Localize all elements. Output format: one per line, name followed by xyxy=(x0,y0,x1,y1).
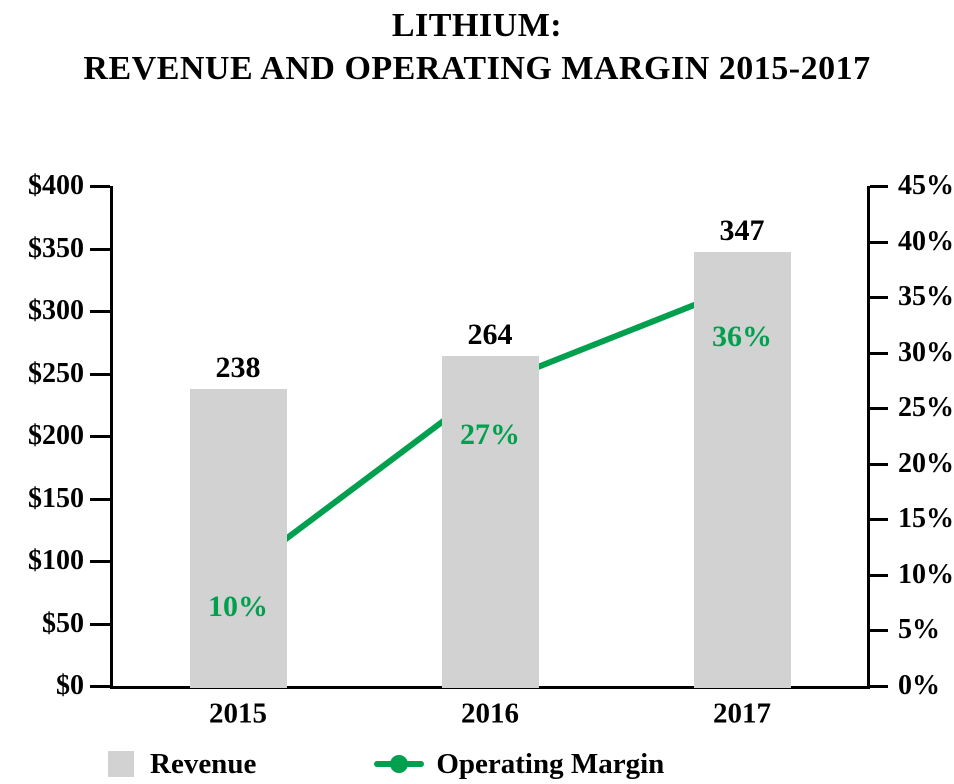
right-axis-tick-label: 30% xyxy=(898,336,954,368)
operating-margin-label: 36% xyxy=(712,320,772,353)
operating-margin-label: 27% xyxy=(460,418,520,451)
right-axis-tick xyxy=(870,685,888,688)
operating-margin-label: 10% xyxy=(208,589,268,623)
left-axis-tick-label: $0 xyxy=(56,670,84,701)
right-axis-tick-label: 45% xyxy=(898,170,954,201)
x-axis-category-label: 2017 xyxy=(713,697,771,730)
left-axis-tick-label: $100 xyxy=(28,545,84,576)
revenue-bar xyxy=(441,356,539,688)
left-axis-tick xyxy=(90,247,110,251)
left-axis-line xyxy=(110,186,113,689)
right-axis-tick xyxy=(870,573,888,577)
left-axis-tick-label: $350 xyxy=(28,232,84,264)
right-axis-tick-label: 0% xyxy=(898,670,940,701)
right-axis-tick-label: 25% xyxy=(898,392,954,424)
left-axis-tick xyxy=(90,372,110,376)
x-axis-category-label: 2015 xyxy=(209,697,267,730)
revenue-legend-swatch xyxy=(108,751,134,777)
left-axis-tick xyxy=(90,310,110,313)
left-axis-tick-label: $50 xyxy=(42,607,84,639)
right-axis-tick xyxy=(870,240,888,244)
right-axis-line xyxy=(867,186,870,689)
left-axis-tick-label: $150 xyxy=(28,482,84,514)
right-axis-tick xyxy=(870,185,888,188)
left-axis-tick xyxy=(90,497,110,501)
right-axis-tick xyxy=(870,629,888,633)
chart-title-line2: REVENUE AND OPERATING MARGIN 2015-2017 xyxy=(83,50,871,87)
left-axis-tick-label: $400 xyxy=(28,170,84,201)
right-axis-tick-label: 10% xyxy=(898,558,954,590)
bar-value-label: 264 xyxy=(467,318,513,351)
left-axis-tick xyxy=(90,685,110,688)
right-axis-tick xyxy=(870,462,888,466)
x-axis-category-label: 2016 xyxy=(461,697,519,730)
left-axis-tick xyxy=(90,560,110,563)
right-axis-tick-label: 20% xyxy=(898,447,954,479)
bar-value-label: 347 xyxy=(719,214,765,248)
operating-margin-legend-label: Operating Margin xyxy=(436,747,665,780)
right-axis-tick xyxy=(870,407,888,411)
left-axis-tick xyxy=(90,622,110,626)
left-axis-tick-label: $250 xyxy=(28,357,84,389)
right-axis-tick xyxy=(870,351,888,355)
chart-title-line1: LITHIUM: xyxy=(391,7,563,44)
bar-value-label: 238 xyxy=(215,350,261,384)
chart-title: LITHIUM: REVENUE AND OPERATING MARGIN 20… xyxy=(0,4,954,90)
right-axis-tick-label: 15% xyxy=(898,503,954,535)
legend: Revenue Operating Margin xyxy=(108,744,808,784)
left-axis-tick xyxy=(90,435,110,438)
right-axis-tick-label: 40% xyxy=(898,225,954,257)
right-axis-tick xyxy=(870,296,888,300)
legend-dot-icon xyxy=(390,755,409,773)
right-axis-tick-label: 5% xyxy=(898,614,940,646)
revenue-bar xyxy=(693,252,791,688)
right-axis-tick-label: 35% xyxy=(898,281,954,313)
left-axis-tick-label: $300 xyxy=(28,295,84,326)
left-axis-tick xyxy=(90,185,110,188)
revenue-legend-label: Revenue xyxy=(150,747,257,780)
left-axis-tick-label: $200 xyxy=(28,420,84,451)
revenue-bar xyxy=(189,388,287,688)
operating-margin-legend-marker xyxy=(374,751,425,777)
right-axis-tick xyxy=(870,518,888,522)
